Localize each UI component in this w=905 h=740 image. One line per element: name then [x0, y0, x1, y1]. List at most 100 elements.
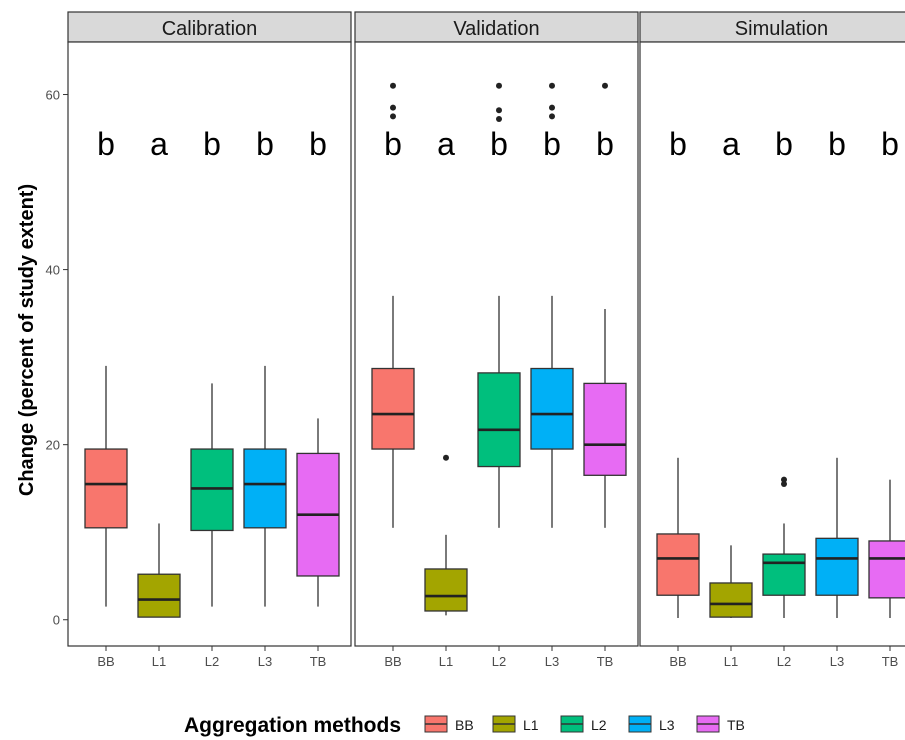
box-l1: a L1 [137, 126, 181, 669]
significance-label: b [97, 126, 115, 162]
panel-frame [354, 41, 639, 647]
box-iqr [656, 533, 700, 596]
box-iqr [530, 367, 574, 450]
outlier-point [549, 82, 555, 89]
box-iqr [583, 382, 627, 476]
x-tick-label: TB [597, 654, 614, 669]
box-tb: b TB [583, 82, 627, 669]
box-bb: b BB [656, 126, 700, 669]
panel-calibration: Calibration 0 20 40 60 b BB a L1 b L2 b L3 b TB [46, 11, 352, 669]
significance-label: b [490, 126, 508, 162]
box-tb: b TB [296, 126, 340, 669]
outlier-point [443, 454, 449, 461]
panel-validation: Validation b BB a L1 b L2 b L3 b TB [354, 11, 639, 669]
x-tick-label: L2 [205, 654, 219, 669]
box-bb: b BB [84, 126, 128, 669]
box-iqr [137, 573, 181, 618]
outlier-point [781, 481, 787, 488]
x-tick-label: L2 [777, 654, 791, 669]
panel-title: Simulation [735, 18, 828, 40]
panel-simulation: Simulation b BB a L1 b L2 b L3 b TB [639, 11, 905, 669]
box-l2: b L2 [477, 82, 521, 669]
y-tick-label: 20 [46, 438, 60, 453]
x-tick-label: BB [669, 654, 686, 669]
x-tick-label: L3 [830, 654, 844, 669]
y-tick-label: 60 [46, 88, 60, 103]
significance-label: b [669, 126, 687, 162]
box-l3: b L3 [530, 82, 574, 669]
significance-label: a [437, 126, 455, 162]
box-iqr [868, 540, 905, 599]
significance-label: b [543, 126, 561, 162]
outlier-point [496, 82, 502, 89]
outlier-point [390, 104, 396, 111]
significance-label: b [775, 126, 793, 162]
legend-label: L3 [659, 717, 675, 733]
outlier-point [549, 113, 555, 120]
x-tick-label: TB [882, 654, 899, 669]
outlier-point [602, 82, 608, 89]
box-iqr [815, 537, 859, 596]
x-tick-label: L1 [152, 654, 166, 669]
legend-label: TB [727, 717, 745, 733]
legend-label: L1 [523, 717, 539, 733]
x-tick-label: L3 [545, 654, 559, 669]
box-iqr [762, 553, 806, 596]
x-tick-label: L3 [258, 654, 272, 669]
x-tick-label: BB [97, 654, 114, 669]
x-tick-label: TB [310, 654, 327, 669]
box-l1: a L1 [424, 126, 468, 669]
significance-label: b [384, 126, 402, 162]
box-l2: b L2 [190, 126, 234, 669]
significance-label: b [256, 126, 274, 162]
box-iqr [424, 568, 468, 612]
x-tick-label: L1 [724, 654, 738, 669]
box-bb: b BB [371, 82, 415, 669]
box-iqr [477, 372, 521, 468]
y-axis-label: Change (percent of study extent) [16, 184, 38, 496]
significance-label: b [309, 126, 327, 162]
x-tick-label: BB [384, 654, 401, 669]
y-tick-label: 0 [53, 613, 60, 628]
y-tick-label: 40 [46, 263, 60, 278]
box-l2: b L2 [762, 126, 806, 669]
significance-label: a [722, 126, 740, 162]
legend-item-l3: L3 [628, 715, 675, 733]
outlier-point [496, 107, 502, 114]
x-tick-label: L2 [492, 654, 506, 669]
panel-title: Calibration [162, 18, 258, 40]
box-l1: a L1 [709, 126, 753, 669]
outlier-point [496, 116, 502, 123]
legend-item-bb: BB [424, 715, 474, 733]
legend-title: Aggregation methods [184, 714, 401, 737]
legend-label: BB [455, 717, 474, 733]
box-l3: b L3 [243, 126, 287, 669]
legend-item-l1: L1 [492, 715, 539, 733]
box-l3: b L3 [815, 126, 859, 669]
panel-strip [639, 11, 905, 43]
outlier-point [549, 104, 555, 111]
significance-label: a [150, 126, 168, 162]
box-tb: b TB [868, 126, 905, 669]
panel-strip [67, 11, 352, 43]
legend-label: L2 [591, 717, 607, 733]
box-iqr [371, 367, 415, 450]
significance-label: b [203, 126, 221, 162]
panel-strip [354, 11, 639, 43]
panel-title: Validation [453, 18, 539, 40]
legend-item-l2: L2 [560, 715, 607, 733]
significance-label: b [881, 126, 899, 162]
box-iqr [190, 448, 234, 532]
x-tick-label: L1 [439, 654, 453, 669]
significance-label: b [828, 126, 846, 162]
box-iqr [709, 582, 753, 618]
box-iqr [84, 448, 128, 529]
outlier-point [390, 113, 396, 120]
outlier-point [390, 82, 396, 89]
box-iqr [243, 448, 287, 529]
significance-label: b [596, 126, 614, 162]
legend: Aggregation methods BB L1 L2 L3 TB [184, 714, 745, 737]
outlier-point [781, 476, 787, 483]
legend-item-tb: TB [696, 715, 745, 733]
